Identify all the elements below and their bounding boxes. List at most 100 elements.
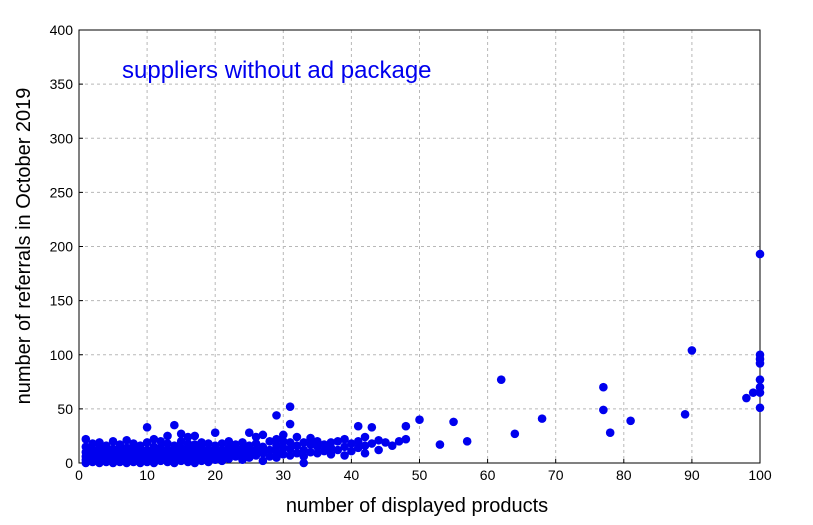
- data-point: [251, 432, 261, 442]
- data-point: [510, 429, 520, 439]
- data-point: [299, 438, 309, 447]
- data-point: [285, 402, 295, 412]
- data-point: [204, 439, 213, 448]
- data-point: [319, 440, 329, 449]
- data-point: [374, 435, 383, 445]
- data-point: [496, 375, 506, 384]
- data-point: [251, 439, 261, 448]
- data-point: [142, 438, 152, 447]
- data-point: [265, 452, 274, 461]
- data-point: [401, 434, 411, 444]
- data-point: [258, 448, 268, 458]
- data-point: [292, 441, 302, 450]
- data-point: [190, 446, 200, 456]
- data-point: [347, 446, 356, 456]
- data-point: [319, 446, 329, 456]
- data-point: [258, 456, 268, 466]
- x-tick-label: 80: [616, 467, 632, 483]
- data-point: [272, 447, 281, 457]
- y-tick-label: 150: [50, 293, 74, 309]
- x-tick-label: 50: [412, 467, 428, 483]
- data-point: [755, 382, 765, 392]
- data-point: [238, 444, 247, 454]
- data-point: [279, 437, 288, 446]
- data-point: [122, 435, 131, 445]
- data-point: [367, 439, 377, 448]
- data-point: [183, 439, 193, 448]
- data-point: [599, 382, 608, 392]
- data-point: [599, 405, 608, 415]
- x-tick-label: 100: [748, 467, 772, 483]
- data-point: [265, 445, 274, 455]
- y-tick-label: 50: [57, 401, 73, 417]
- data-point: [272, 411, 281, 420]
- data-point: [163, 431, 172, 441]
- data-point: [537, 414, 547, 423]
- data-point: [449, 417, 458, 427]
- data-point: [108, 444, 118, 454]
- data-point: [258, 442, 268, 452]
- data-point: [313, 448, 322, 458]
- data-point: [306, 433, 315, 443]
- data-point: [108, 437, 118, 446]
- data-point: [306, 440, 315, 449]
- x-tick-label: 90: [684, 467, 700, 483]
- data-point: [190, 431, 200, 441]
- x-tick-label: 0: [75, 467, 83, 483]
- data-point: [299, 458, 309, 468]
- data-point: [197, 438, 206, 447]
- data-point: [217, 445, 227, 455]
- data-point: [142, 445, 152, 455]
- data-point: [285, 444, 295, 454]
- data-point: [272, 434, 281, 444]
- data-point: [333, 437, 343, 446]
- x-axis-title: number of displayed products: [286, 495, 548, 517]
- data-point: [244, 428, 254, 437]
- data-point: [605, 428, 615, 437]
- data-point: [326, 450, 336, 459]
- data-point: [285, 438, 295, 447]
- data-point: [149, 442, 159, 452]
- data-point: [279, 443, 288, 453]
- data-point: [95, 438, 104, 447]
- data-point: [231, 440, 240, 449]
- data-point: [326, 438, 336, 447]
- y-tick-label: 400: [50, 22, 74, 38]
- data-point: [462, 437, 472, 446]
- data-point: [81, 442, 91, 452]
- data-point: [299, 445, 309, 455]
- data-point: [156, 443, 166, 453]
- data-point: [176, 437, 186, 446]
- data-point: [306, 447, 315, 457]
- data-point: [204, 445, 213, 455]
- data-point: [170, 441, 179, 450]
- data-point: [755, 375, 765, 384]
- gridlines: [79, 30, 760, 463]
- data-point: [244, 447, 254, 457]
- data-point: [279, 430, 288, 440]
- data-point: [687, 346, 697, 355]
- data-point: [292, 448, 302, 458]
- data-point: [224, 443, 234, 453]
- data-point: [279, 450, 288, 459]
- axis-ticks: 0 10 20 30 40 50 60 70 80 90 100 0 50 100 150 200 250 300…: [50, 22, 772, 483]
- data-point: [224, 437, 234, 446]
- data-point: [340, 434, 349, 444]
- data-point: [755, 350, 765, 360]
- data-point: [680, 409, 690, 419]
- data-point: [285, 419, 295, 429]
- data-point: [163, 445, 172, 455]
- data-point: [251, 445, 261, 455]
- data-point: [149, 434, 159, 444]
- data-point: [387, 441, 397, 450]
- data-point: [142, 422, 152, 432]
- data-point: [88, 445, 97, 455]
- data-point: [115, 440, 125, 449]
- data-point: [176, 443, 186, 453]
- y-tick-label: 250: [50, 184, 74, 200]
- data-point: [415, 415, 424, 425]
- data-point: [394, 437, 404, 446]
- data-point: [129, 439, 138, 448]
- chart-annotation: suppliers without ad package: [122, 57, 432, 84]
